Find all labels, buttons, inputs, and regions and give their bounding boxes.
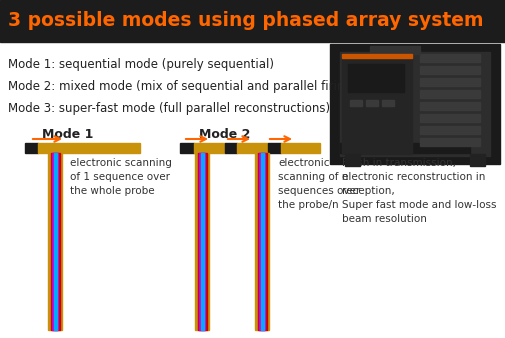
- Bar: [470, 154, 485, 166]
- Bar: [330, 44, 500, 164]
- Bar: [420, 78, 480, 86]
- Bar: [420, 138, 480, 146]
- Bar: [366, 100, 378, 106]
- Bar: [420, 66, 480, 74]
- Text: Mode 3: super-fast mode (full parallel reconstructions): Mode 3: super-fast mode (full parallel r…: [8, 102, 330, 115]
- Bar: [258, 153, 267, 330]
- Bar: [237, 143, 268, 153]
- Bar: [25, 143, 38, 153]
- Text: electronic scanning
of 1 sequence over
the whole probe: electronic scanning of 1 sequence over t…: [70, 158, 172, 196]
- Bar: [180, 143, 194, 153]
- Bar: [52, 153, 58, 330]
- Bar: [420, 102, 480, 110]
- Bar: [261, 153, 264, 330]
- Bar: [350, 100, 362, 106]
- Text: Flash in transmission,
electronic reconstruction in
reception,
Super fast mode a: Flash in transmission, electronic recons…: [342, 158, 496, 224]
- Bar: [197, 153, 207, 330]
- Bar: [420, 90, 480, 98]
- Text: Mode 1: sequential mode (purely sequential): Mode 1: sequential mode (purely sequenti…: [8, 58, 274, 71]
- Text: electronic
scanning of n
sequences over
the probe/n: electronic scanning of n sequences over …: [278, 158, 360, 210]
- Bar: [348, 64, 404, 92]
- Text: Mode 2: mixed mode (mix of sequential and parallel firing): Mode 2: mixed mode (mix of sequential an…: [8, 80, 357, 93]
- Bar: [54, 153, 57, 330]
- Bar: [0, 0, 505, 42]
- Bar: [420, 126, 480, 134]
- Bar: [342, 54, 412, 58]
- Bar: [194, 143, 225, 153]
- Bar: [345, 154, 360, 166]
- Bar: [48, 153, 62, 330]
- Bar: [195, 153, 209, 330]
- Bar: [200, 153, 204, 330]
- Text: Mode 3: Mode 3: [355, 128, 406, 141]
- Bar: [382, 100, 394, 106]
- Bar: [281, 143, 320, 153]
- Bar: [255, 153, 269, 330]
- Text: Mode 1: Mode 1: [42, 128, 94, 141]
- Bar: [342, 54, 412, 154]
- Bar: [340, 52, 490, 156]
- Text: Mode 2: Mode 2: [199, 128, 250, 141]
- Bar: [259, 153, 265, 330]
- Bar: [340, 143, 470, 153]
- Bar: [420, 114, 480, 122]
- Bar: [370, 46, 420, 54]
- Bar: [225, 143, 237, 153]
- Bar: [38, 143, 140, 153]
- Bar: [268, 143, 281, 153]
- Text: 3 possible modes using phased array system: 3 possible modes using phased array syst…: [8, 11, 483, 30]
- Bar: [50, 153, 60, 330]
- Bar: [420, 54, 480, 62]
- Bar: [199, 153, 205, 330]
